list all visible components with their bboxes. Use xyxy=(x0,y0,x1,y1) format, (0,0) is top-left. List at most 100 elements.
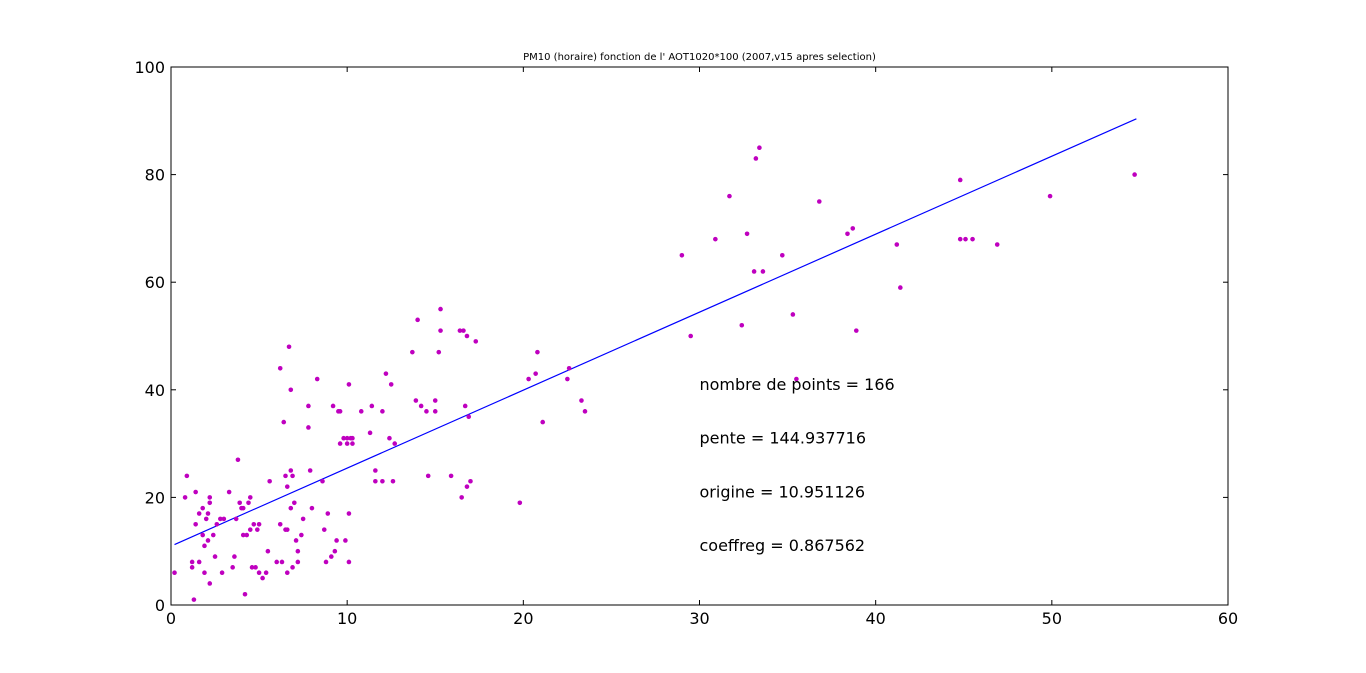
data-point xyxy=(330,403,336,409)
data-point xyxy=(249,565,255,570)
data-point xyxy=(277,365,283,371)
annotation-group: nombre de points = 166 pente = 144.937716… xyxy=(700,375,895,555)
data-point xyxy=(332,548,338,554)
data-point xyxy=(172,570,177,576)
data-point xyxy=(533,371,538,376)
data-point xyxy=(299,532,304,538)
data-point xyxy=(288,387,294,393)
data-point xyxy=(794,376,799,382)
annotation-text: pente = 144.937716 xyxy=(700,429,867,448)
data-point xyxy=(284,484,290,489)
data-point xyxy=(350,435,355,441)
x-tick-label: 30 xyxy=(689,609,709,628)
data-point xyxy=(459,495,464,500)
data-point xyxy=(418,403,424,409)
data-point xyxy=(191,597,197,602)
data-point xyxy=(314,376,320,382)
data-point xyxy=(290,565,295,570)
data-point xyxy=(281,419,287,425)
data-point xyxy=(207,500,213,506)
data-point xyxy=(200,505,206,511)
data-point xyxy=(346,382,352,387)
data-point xyxy=(390,478,396,484)
data-point xyxy=(210,532,216,538)
data-point xyxy=(448,473,454,479)
y-tick-label: 60 xyxy=(145,273,165,292)
data-point xyxy=(288,468,294,473)
data-point xyxy=(247,495,253,500)
data-point xyxy=(237,500,243,506)
data-point xyxy=(457,328,463,333)
data-point xyxy=(267,478,272,484)
data-point xyxy=(845,231,850,237)
data-point xyxy=(727,193,732,199)
data-point xyxy=(219,570,225,576)
y-tick-label: 80 xyxy=(145,166,165,185)
data-point xyxy=(218,516,223,522)
data-point xyxy=(263,570,269,576)
data-point xyxy=(461,328,466,333)
data-point xyxy=(279,559,285,565)
data-point xyxy=(320,478,325,484)
data-point xyxy=(894,242,900,247)
data-point xyxy=(387,435,392,441)
data-point xyxy=(193,522,198,527)
y-tick-label: 40 xyxy=(145,381,165,400)
data-point xyxy=(306,425,311,430)
data-point xyxy=(464,484,470,489)
data-point xyxy=(242,591,248,597)
data-point xyxy=(346,559,352,565)
data-point xyxy=(203,516,209,522)
data-point xyxy=(744,231,750,237)
data-point xyxy=(540,419,546,425)
data-point xyxy=(779,253,785,258)
data-point xyxy=(760,269,766,274)
data-point xyxy=(189,559,195,565)
regression-line xyxy=(174,118,1137,546)
data-point xyxy=(337,409,343,414)
data-point xyxy=(957,236,963,242)
data-point xyxy=(277,522,283,527)
data-point xyxy=(256,522,262,527)
data-point xyxy=(526,376,531,382)
data-point xyxy=(380,409,385,414)
plot-area: 0 10 20 30 40 50 60 0 20 40 60 80 100 xyxy=(134,58,1238,628)
data-point xyxy=(425,473,431,479)
data-point xyxy=(383,371,389,376)
data-point xyxy=(688,333,693,339)
data-point xyxy=(202,543,207,549)
data-point xyxy=(739,322,745,328)
data-point xyxy=(295,548,301,554)
data-point xyxy=(438,328,443,333)
data-point xyxy=(753,156,759,161)
data-point xyxy=(957,177,963,183)
x-tick-label: 10 xyxy=(337,609,357,628)
data-point xyxy=(436,349,442,355)
data-point xyxy=(184,473,190,479)
data-point xyxy=(283,473,288,479)
data-point xyxy=(226,489,232,495)
data-point xyxy=(358,409,364,414)
data-point xyxy=(790,312,796,317)
data-point xyxy=(233,516,239,522)
data-point xyxy=(1132,172,1137,177)
data-point xyxy=(1047,193,1053,199)
data-point xyxy=(284,527,290,532)
data-point xyxy=(221,516,227,522)
data-point xyxy=(253,565,258,570)
data-point xyxy=(462,403,468,409)
data-point xyxy=(321,527,327,532)
data-point xyxy=(309,505,315,511)
data-point xyxy=(468,478,473,484)
data-point xyxy=(247,527,253,532)
x-tick-label: 40 xyxy=(865,609,885,628)
data-point xyxy=(196,511,202,516)
data-point xyxy=(255,527,260,532)
data-point xyxy=(286,344,292,350)
data-point xyxy=(432,409,438,414)
data-point xyxy=(816,199,822,204)
data-point xyxy=(200,532,206,538)
data-point xyxy=(292,500,297,506)
data-point xyxy=(341,435,346,441)
